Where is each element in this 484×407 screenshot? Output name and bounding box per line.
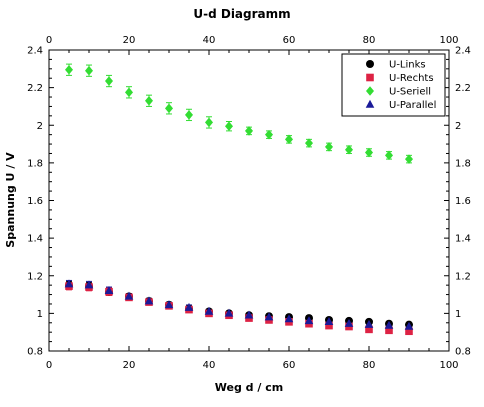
point-u-seriell [185, 110, 193, 120]
point-u-seriell [105, 76, 113, 86]
point-u-seriell [325, 142, 333, 152]
x-tick-label-top: 0 [46, 35, 52, 46]
x-tick-label-top: 40 [203, 35, 216, 46]
point-u-seriell [145, 95, 153, 106]
y-tick-label-right: 1.8 [455, 158, 471, 169]
legend-marker-u-seriell [366, 86, 374, 96]
y-tick-label-right: 1.4 [455, 234, 471, 245]
point-u-seriell [205, 117, 213, 128]
point-u-parallel [404, 321, 414, 330]
point-u-rechts [405, 327, 413, 336]
point-u-parallel [384, 320, 394, 329]
y-tick-label-right: 2 [455, 121, 461, 132]
legend-label-u-rechts: U-Rechts [389, 73, 434, 84]
y-tick-label-left: 1.2 [27, 271, 43, 282]
y-tick-label-right: 2.4 [455, 46, 471, 57]
point-u-rechts [325, 321, 333, 330]
y-tick-label-left: 1 [37, 309, 43, 320]
y-tick-label-right: 1 [455, 309, 461, 320]
x-tick-label-bottom: 20 [123, 360, 136, 371]
x-tick-label-bottom: 60 [283, 360, 296, 371]
point-u-parallel [224, 308, 234, 317]
chart-title: U-d Diagramm [193, 7, 290, 21]
point-u-parallel [104, 286, 114, 294]
point-u-parallel [144, 296, 154, 305]
y-tick-label-right: 1.6 [455, 196, 471, 207]
point-u-seriell [405, 154, 413, 164]
x-tick-label-bottom: 100 [439, 360, 458, 371]
point-u-seriell [285, 134, 293, 145]
y-tick-label-right: 2.2 [455, 83, 471, 94]
y-tick-label-right: 1.2 [455, 271, 471, 282]
point-u-parallel [324, 317, 334, 326]
point-u-seriell [345, 144, 353, 155]
x-tick-label-bottom: 80 [363, 360, 376, 371]
point-u-seriell [245, 126, 253, 136]
point-u-seriell [65, 64, 73, 75]
y-tick-label-left: 1.4 [27, 234, 43, 245]
y-tick-label-right: 0.8 [455, 347, 471, 358]
x-tick-label-top: 60 [283, 35, 296, 46]
legend-marker-u-parallel [365, 99, 375, 108]
point-u-parallel [304, 316, 314, 325]
x-axis-label: Weg d / cm [215, 381, 283, 394]
y-tick-label-left: 2 [37, 121, 43, 132]
legend-label-u-seriell: U-Seriell [389, 87, 431, 98]
point-u-seriell [85, 65, 93, 76]
legend-marker-u-rechts [366, 73, 374, 82]
point-u-rechts [385, 326, 393, 335]
y-tick-label-left: 0.8 [27, 347, 43, 358]
point-u-parallel [164, 300, 174, 309]
x-tick-label-top: 20 [123, 35, 136, 46]
x-tick-label-bottom: 0 [46, 360, 52, 371]
point-u-parallel [84, 280, 94, 289]
y-axis-label: Spannung U / V [4, 152, 17, 248]
legend: U-Links U-Rechts U-Seriell U-Parallel [341, 53, 446, 117]
point-u-parallel [264, 312, 274, 321]
x-tick-label-bottom: 40 [203, 360, 216, 371]
y-tick-label-left: 2.2 [27, 83, 43, 94]
legend-label-u-links: U-Links [389, 60, 426, 71]
point-u-seriell [225, 121, 233, 131]
point-u-seriell [125, 87, 133, 98]
point-u-parallel [364, 319, 374, 328]
point-u-seriell [305, 138, 313, 148]
point-u-rechts [365, 325, 373, 334]
point-u-seriell [365, 147, 373, 158]
legend-box [341, 53, 446, 117]
y-tick-label-left: 2.4 [27, 46, 43, 57]
point-u-parallel [184, 302, 194, 311]
x-tick-label-top: 100 [439, 35, 458, 46]
point-u-parallel [244, 310, 254, 319]
legend-marker-u-links [366, 60, 374, 68]
y-tick-label-left: 1.6 [27, 196, 43, 207]
legend-label-u-parallel: U-Parallel [389, 100, 436, 111]
y-tick-label-left: 1.8 [27, 158, 43, 169]
x-tick-label-top: 80 [363, 35, 376, 46]
point-u-parallel [284, 314, 294, 323]
point-u-seriell [265, 129, 273, 140]
point-u-parallel [204, 306, 214, 315]
point-u-parallel [64, 279, 74, 288]
point-u-parallel [124, 291, 134, 300]
point-u-seriell [165, 103, 173, 114]
point-u-parallel [344, 318, 354, 327]
point-u-seriell [385, 150, 393, 161]
